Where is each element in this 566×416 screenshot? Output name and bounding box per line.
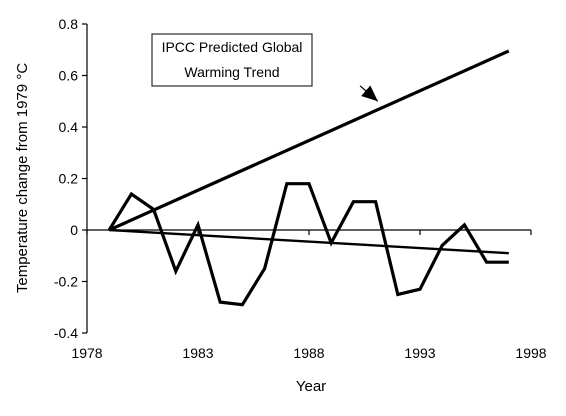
x-tick-label: 1993 bbox=[404, 345, 435, 361]
y-axis-title: Temperature change from 1979 °C bbox=[14, 63, 31, 293]
series-lines bbox=[107, 49, 510, 307]
x-tick-label: 1983 bbox=[182, 345, 213, 361]
y-tick-label: -0.4 bbox=[54, 325, 78, 341]
y-tick-label: 0.6 bbox=[59, 68, 79, 84]
annotation-line-1: IPCC Predicted Global bbox=[162, 39, 303, 55]
annotation: IPCC Predicted Global Warming Trend bbox=[151, 33, 379, 102]
x-axis-title: Year bbox=[296, 378, 326, 395]
y-tick-label: 0.2 bbox=[59, 171, 79, 187]
y-tick-label: 0.4 bbox=[59, 119, 79, 135]
x-tick-label: 1998 bbox=[515, 345, 546, 361]
y-tick-label: 0 bbox=[70, 222, 78, 238]
annotation-arrow-head bbox=[361, 85, 378, 102]
annotation-line-2: Warming Trend bbox=[184, 64, 279, 80]
x-tick-label: 1988 bbox=[293, 345, 324, 361]
observed-trend-line bbox=[109, 228, 509, 255]
annotation-box bbox=[151, 33, 313, 87]
temperature-series-line bbox=[107, 182, 509, 307]
y-tick-label: 0.8 bbox=[59, 16, 79, 32]
y-tick-label: -0.2 bbox=[54, 274, 78, 290]
x-tick-label: 1978 bbox=[71, 345, 102, 361]
predicted-trend-line bbox=[108, 49, 510, 232]
